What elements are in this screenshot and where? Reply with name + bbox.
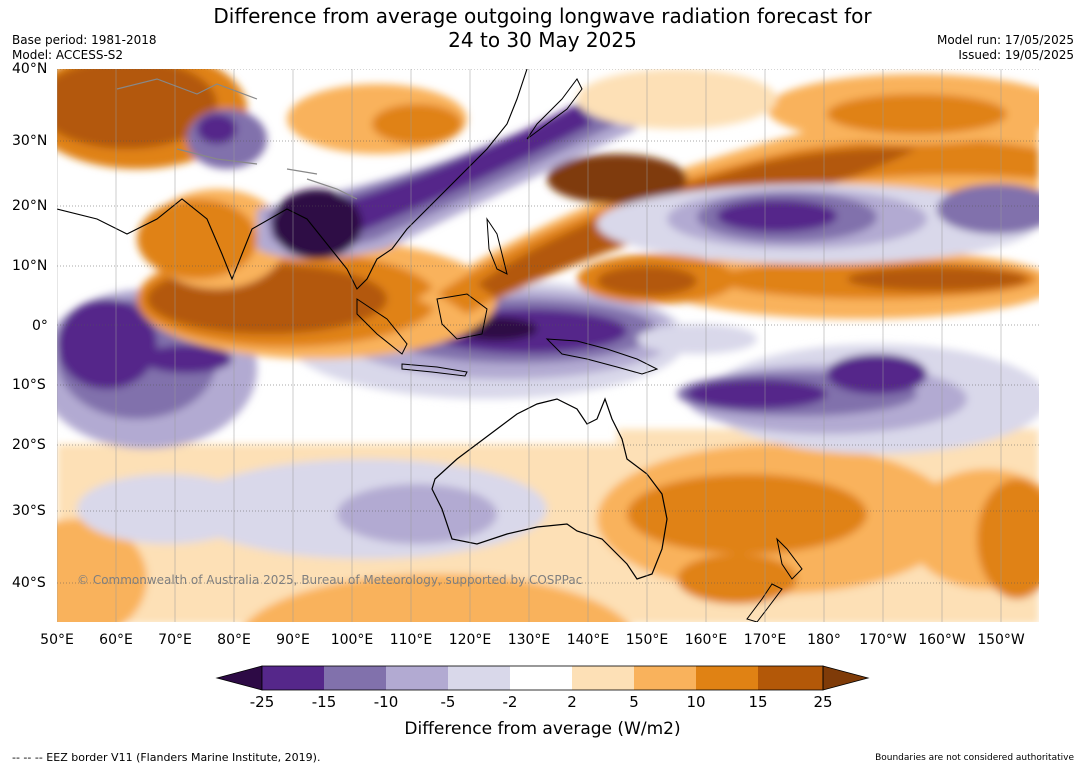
colorbar-title: Difference from average (W/m2)	[404, 719, 681, 739]
model-run: Model run: 17/05/2025	[936, 33, 1074, 47]
colorbar-tick: 2	[567, 693, 577, 711]
map-area	[57, 69, 1039, 622]
issued-date: Issued: 19/05/2025	[958, 48, 1074, 62]
colorbar-segment	[324, 666, 386, 690]
lon-label-140e: 140°E	[566, 632, 610, 648]
colorbar-high-arrow	[822, 665, 870, 691]
lon-label-180: 180°	[807, 632, 841, 648]
colorbar-segment	[448, 666, 510, 690]
colorbar-tick: -10	[373, 693, 399, 711]
lon-label-170e: 170°E	[743, 632, 787, 648]
colorbar-tick: 15	[748, 693, 768, 711]
title-line-1: Difference from average outgoing longwav…	[213, 4, 872, 28]
colorbar-tick: 10	[686, 693, 706, 711]
lon-label-170w: 170°W	[859, 632, 907, 648]
model-name: Model: ACCESS-S2	[12, 48, 124, 62]
lon-label-130e: 130°E	[507, 632, 551, 648]
lon-label-160e: 160°E	[684, 632, 728, 648]
australia-outline	[431, 397, 668, 580]
lon-label-150e: 150°E	[625, 632, 669, 648]
colorbar-tick: -15	[311, 693, 337, 711]
lat-label-30n: 30°N	[12, 133, 48, 149]
lat-label-40s: 40°S	[12, 575, 46, 591]
colorbar-segment	[572, 666, 634, 690]
colorbar-tick: -2	[502, 693, 518, 711]
new-guinea-outline	[545, 338, 659, 375]
sumatra-outline	[356, 298, 408, 355]
borneo-outline	[436, 293, 488, 340]
colorbar-segment	[386, 666, 448, 690]
lat-label-20n: 20°N	[12, 198, 48, 214]
new-zealand-outline	[746, 537, 803, 622]
lat-label-20s: 20°S	[12, 437, 46, 453]
anomaly-map	[57, 69, 1039, 622]
lon-label-70e: 70°E	[158, 632, 192, 648]
anomaly-field	[57, 69, 1039, 622]
lon-label-80e: 80°E	[217, 632, 251, 648]
colorbar-tick: -5	[440, 693, 456, 711]
colorbar-low-arrow	[215, 665, 263, 691]
lat-label-30s: 30°S	[12, 503, 46, 519]
lon-label-50e: 50°E	[40, 632, 74, 648]
lon-label-100e: 100°E	[330, 632, 374, 648]
lon-label-120e: 120°E	[448, 632, 492, 648]
lat-label-10n: 10°N	[12, 258, 48, 274]
country-borders	[116, 78, 358, 200]
base-period: Base period: 1981-2018	[12, 33, 157, 47]
colorbar-segment	[510, 666, 572, 690]
colorbar-tick: -25	[249, 693, 275, 711]
colorbar-segment	[696, 666, 758, 690]
colorbar-segment	[758, 666, 823, 690]
lat-label-0: 0°	[32, 318, 48, 334]
lat-label-40n: 40°N	[12, 61, 48, 77]
eez-border-note: -- -- -- EEZ border V11 (Flanders Marine…	[12, 751, 321, 764]
colorbar-segment	[262, 666, 324, 690]
lon-label-110e: 110°E	[389, 632, 433, 648]
boundaries-disclaimer: Boundaries are not considered authoritat…	[875, 753, 1074, 763]
colorbar-segment	[634, 666, 696, 690]
colorbar	[215, 665, 870, 691]
colorbar-tick: 25	[813, 693, 833, 711]
lon-label-60e: 60°E	[99, 632, 133, 648]
asia-outline	[57, 69, 528, 290]
title-line-2: 24 to 30 May 2025	[448, 28, 637, 52]
lat-label-10s: 10°S	[12, 377, 46, 393]
lon-label-90e: 90°E	[276, 632, 310, 648]
japan-outline	[526, 78, 583, 140]
colorbar-tick: 5	[629, 693, 639, 711]
philippines-outline	[486, 217, 508, 275]
java-outline	[401, 363, 468, 377]
lon-label-150w: 150°W	[977, 632, 1025, 648]
meridians	[57, 69, 1002, 622]
map-title: Difference from average outgoing longwav…	[0, 4, 1085, 52]
lon-label-160w: 160°W	[918, 632, 966, 648]
copyright-watermark: © Commonwealth of Australia 2025, Bureau…	[77, 573, 583, 587]
